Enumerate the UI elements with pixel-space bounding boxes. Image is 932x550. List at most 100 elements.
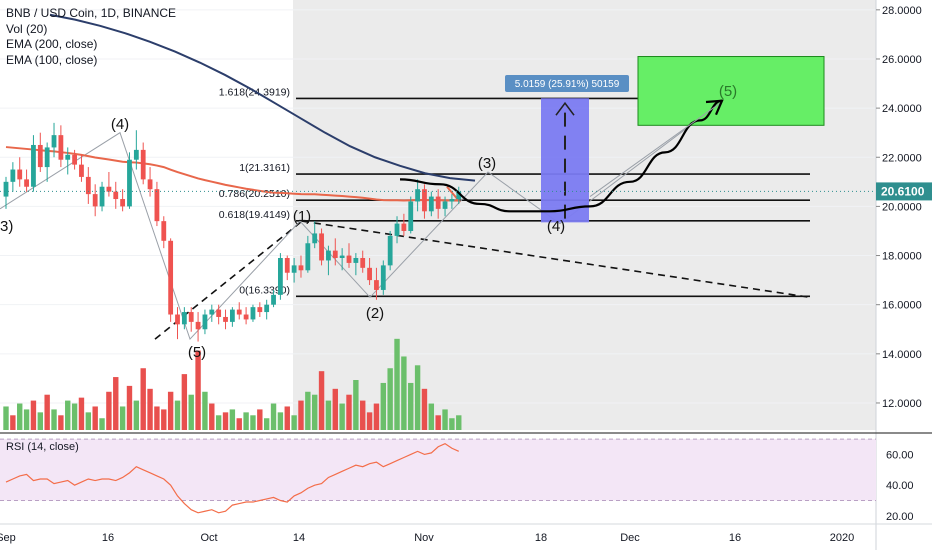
price-tick-label: 24.0000 bbox=[882, 103, 922, 115]
volume-bar bbox=[30, 400, 37, 430]
candle-body bbox=[133, 149, 139, 160]
indicator-volume[interactable]: Vol (20) bbox=[6, 21, 48, 36]
time-tick-label: Nov bbox=[414, 532, 434, 544]
candle-body bbox=[216, 309, 222, 317]
candle-body bbox=[401, 223, 407, 231]
volume-bar bbox=[133, 400, 140, 430]
volume-bar bbox=[3, 406, 9, 430]
volume-bar bbox=[119, 406, 126, 430]
projection-arrow-head bbox=[705, 99, 724, 116]
candle-body bbox=[291, 265, 297, 273]
volume-bar bbox=[202, 391, 208, 430]
volume-bar bbox=[188, 394, 194, 430]
candle-body bbox=[428, 196, 434, 212]
candle-body bbox=[257, 307, 263, 313]
candle-body bbox=[380, 265, 386, 290]
time-axis[interactable]: Sep 16 Oct 14 Nov 18 Dec 16 2020 bbox=[0, 523, 932, 544]
candle-body bbox=[312, 233, 318, 244]
indicator-ema-100[interactable]: EMA (100, close) bbox=[6, 52, 98, 67]
wave-label: (5) bbox=[719, 83, 737, 100]
candle-body bbox=[120, 199, 126, 207]
wave-labels: 3) (4) (5) (1) (2) (3) (4) (5) bbox=[0, 83, 737, 361]
time-tick-label: Sep bbox=[0, 532, 16, 544]
fib-level-label: 1.618(24.3919) bbox=[219, 86, 290, 98]
candle-body bbox=[17, 169, 23, 180]
price-tick-label: 28.0000 bbox=[882, 5, 922, 17]
volume-bar bbox=[298, 400, 304, 430]
wave-label: (4) bbox=[111, 116, 129, 133]
candle-body bbox=[37, 144, 43, 168]
volume-bar bbox=[318, 371, 325, 430]
volume-bar bbox=[85, 412, 92, 430]
candle-body bbox=[195, 321, 201, 330]
volume-bar bbox=[394, 338, 400, 430]
volume-bar bbox=[250, 415, 256, 430]
candle-body bbox=[243, 314, 249, 320]
price-axis[interactable]: 28.0000 26.0000 24.0000 22.0000 20.0000 18.00… bbox=[876, 5, 922, 410]
volume-bar bbox=[78, 397, 85, 430]
time-tick-label: 16 bbox=[102, 532, 114, 544]
candle-body bbox=[408, 201, 414, 231]
volume-bar bbox=[92, 406, 98, 430]
candle-body bbox=[85, 176, 91, 195]
candle-body bbox=[229, 309, 235, 322]
candle-body bbox=[415, 189, 420, 202]
volume-bar bbox=[65, 400, 71, 430]
wave-label: (4) bbox=[547, 218, 565, 235]
candle-body bbox=[202, 314, 208, 330]
volume-bar bbox=[222, 412, 229, 430]
candle-body bbox=[367, 267, 372, 281]
volume-bar bbox=[428, 403, 435, 430]
volume-bar bbox=[181, 374, 188, 430]
candle-body bbox=[161, 221, 167, 241]
volume-bar bbox=[291, 415, 297, 430]
candle-body bbox=[387, 235, 393, 266]
last-price-value: 20.6100 bbox=[881, 184, 925, 198]
volume-bar bbox=[243, 412, 249, 430]
volume-bar bbox=[421, 388, 428, 430]
projection-curve bbox=[399, 99, 723, 213]
fib-level-label: 0.618(19.4149) bbox=[219, 209, 290, 221]
candle-body bbox=[188, 312, 194, 322]
symbol-title[interactable]: BNB / USD Coin, 1D, BINANCE bbox=[6, 6, 177, 20]
candle-body bbox=[442, 201, 448, 209]
wave-label: (3) bbox=[478, 155, 496, 172]
volume-bar bbox=[71, 403, 78, 430]
volume-bar bbox=[113, 377, 119, 430]
candle-body bbox=[449, 199, 455, 202]
candle-body bbox=[147, 179, 153, 190]
volume-bar bbox=[332, 388, 338, 430]
price-tick-label: 22.0000 bbox=[882, 152, 922, 164]
wave-label: (5) bbox=[188, 344, 206, 361]
candle-body bbox=[456, 191, 462, 200]
range-arrow-head bbox=[555, 101, 575, 116]
candle-body bbox=[422, 189, 427, 212]
volume-bar bbox=[58, 415, 64, 430]
candle-body bbox=[175, 314, 180, 325]
volume-bar bbox=[284, 406, 290, 430]
time-tick-label: 16 bbox=[729, 532, 741, 544]
volume-bar bbox=[23, 409, 30, 430]
trend-line-upper-dashed bbox=[154, 220, 303, 340]
candle-body bbox=[154, 189, 160, 222]
rsi-axis[interactable]: 60.00 40.00 20.00 bbox=[886, 449, 914, 522]
indicator-ema-200[interactable]: EMA (200, close) bbox=[6, 37, 98, 51]
wave-label: (1) bbox=[293, 208, 311, 225]
projection-thin-line bbox=[589, 102, 721, 197]
volume-bar bbox=[435, 415, 441, 430]
volume-bar bbox=[456, 415, 462, 430]
wave-label: 3) bbox=[0, 218, 13, 235]
rsi-indicator-label[interactable]: RSI (14, close) bbox=[6, 441, 79, 453]
candle-body bbox=[10, 169, 16, 182]
volume-bar bbox=[408, 382, 414, 430]
ema-100-line bbox=[5, 146, 461, 202]
price-tick-label: 20.0000 bbox=[882, 201, 922, 213]
candle-body bbox=[284, 258, 290, 273]
volume-bar bbox=[387, 368, 393, 430]
candle-body bbox=[3, 181, 9, 197]
volume-bar bbox=[147, 388, 153, 430]
rsi-band bbox=[0, 439, 876, 501]
volume-bar bbox=[401, 356, 407, 430]
candle-body bbox=[99, 186, 105, 207]
